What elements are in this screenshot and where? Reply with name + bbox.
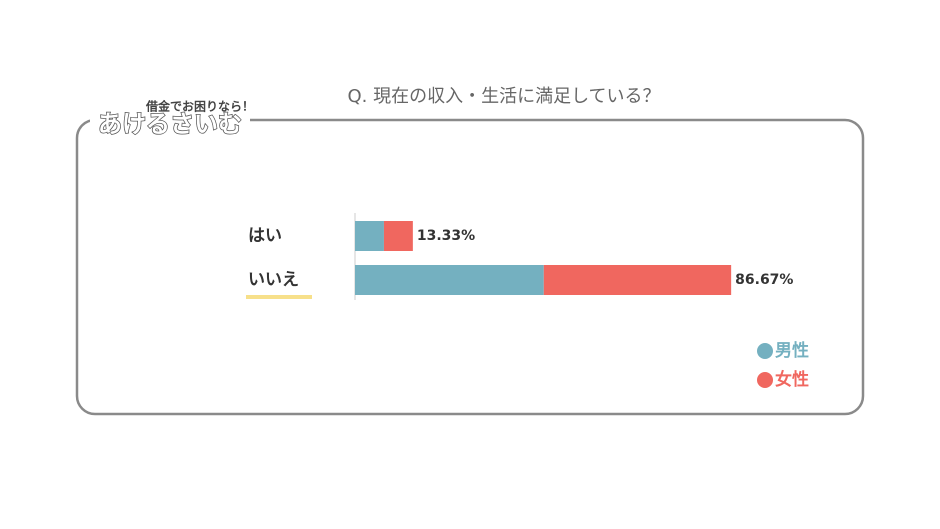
logo-tagline: 借金でお困りなら！ — [145, 99, 254, 114]
logo-name: あけるさいむ — [98, 110, 242, 138]
legend-marker — [757, 343, 773, 359]
total-label: 13.33% — [417, 228, 475, 244]
total-label: 86.67% — [735, 272, 793, 288]
category-label: はい — [248, 226, 282, 246]
logo-background — [90, 92, 250, 142]
legend-marker — [757, 372, 773, 388]
category-label: いいえ — [248, 270, 299, 290]
legend-label: 男性 — [775, 340, 809, 361]
legend-label: 女性 — [775, 369, 809, 390]
bar-segment — [355, 221, 384, 251]
frame — [75, 118, 865, 416]
chart-title: Q. 現在の収入・生活に満足している？ — [347, 86, 660, 107]
bar-segment — [355, 265, 544, 295]
bar-segment — [383, 221, 413, 251]
highlight-underline — [246, 295, 312, 299]
bar-segment — [543, 265, 732, 295]
